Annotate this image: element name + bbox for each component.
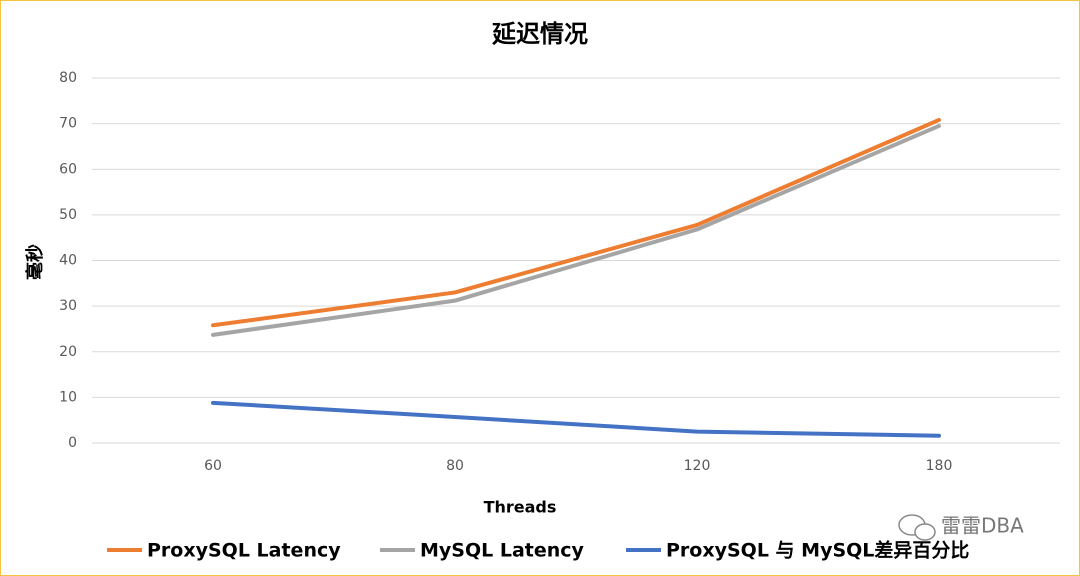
y-tick-label: 20 bbox=[59, 344, 77, 360]
y-tick-label: 80 bbox=[59, 70, 77, 86]
y-tick-label: 40 bbox=[59, 253, 77, 269]
x-tick-label: 120 bbox=[684, 458, 711, 474]
x-tick-label: 60 bbox=[204, 458, 222, 474]
y-tick-label: 30 bbox=[59, 298, 77, 314]
series-line bbox=[211, 400, 941, 438]
watermark-icon bbox=[898, 514, 936, 541]
legend-label: ProxySQL 与 MySQL差异百分比 bbox=[666, 539, 969, 562]
y-tick-label: 70 bbox=[59, 116, 77, 132]
x-tick-label: 80 bbox=[446, 458, 464, 474]
x-tick-label: 180 bbox=[926, 458, 953, 474]
series-line bbox=[211, 123, 941, 337]
series-line bbox=[211, 117, 941, 328]
y-tick-label: 10 bbox=[59, 389, 77, 405]
y-tick-label: 50 bbox=[59, 207, 77, 223]
watermark: 雷雷DBA bbox=[941, 514, 1024, 538]
y-axis-label: 毫秒 bbox=[24, 244, 46, 280]
x-axis-label: Threads bbox=[484, 498, 557, 517]
chart-title: 延迟情况 bbox=[491, 20, 588, 48]
legend-label: ProxySQL Latency bbox=[147, 540, 341, 562]
y-tick-label: 0 bbox=[68, 435, 77, 451]
y-tick-label: 60 bbox=[59, 161, 77, 177]
legend-label: MySQL Latency bbox=[420, 540, 585, 562]
